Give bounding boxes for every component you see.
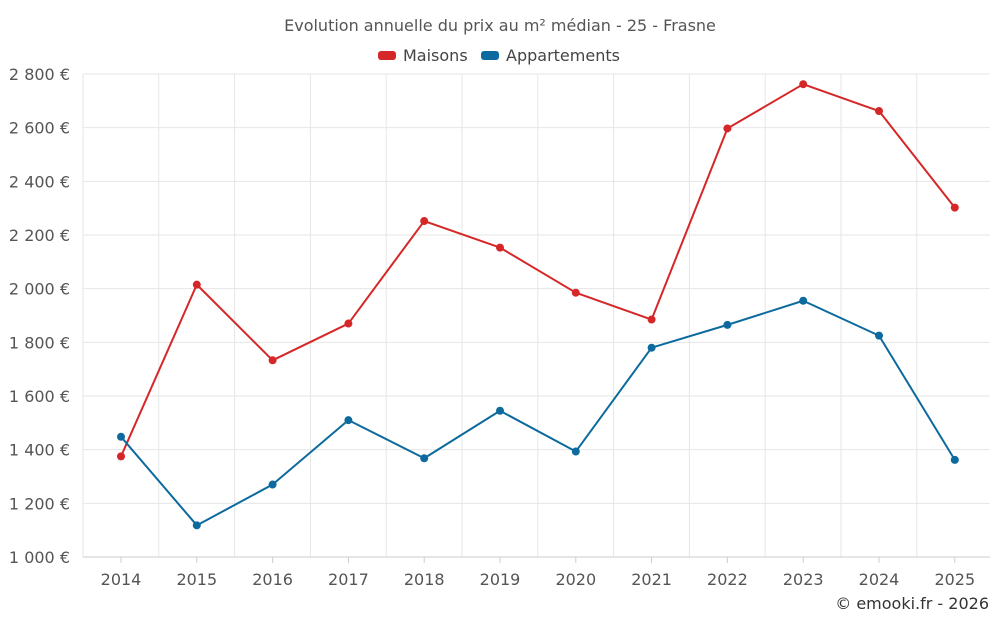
x-tick-label: 2018 — [404, 570, 445, 589]
data-point-maisons[interactable] — [723, 124, 732, 133]
legend-label-maisons: Maisons — [403, 46, 468, 65]
data-point-appartements[interactable] — [420, 454, 429, 463]
axes: 1 000 € 1 200 € 1 400 € 1 600 € 1 800 € 2 000… — [9, 65, 990, 589]
data-point-maisons[interactable] — [950, 203, 959, 212]
legend-swatch-appartements — [481, 51, 499, 60]
x-tick-label: 2017 — [328, 570, 369, 589]
data-point-appartements[interactable] — [496, 406, 504, 415]
data-point-maisons[interactable] — [344, 319, 353, 328]
y-tick-label: 2 000 € — [9, 280, 70, 299]
data-point-appartements[interactable] — [571, 447, 580, 456]
x-tick-label: 2023 — [783, 570, 824, 589]
x-tick-label: 2022 — [707, 570, 748, 589]
y-tick-label: 2 600 € — [9, 119, 70, 138]
data-point-appartements[interactable] — [723, 320, 732, 329]
series-layer — [117, 80, 959, 530]
x-tick-label: 2025 — [934, 570, 975, 589]
x-tick-label: 2021 — [631, 570, 672, 589]
legend-swatch-maisons — [378, 51, 396, 60]
data-point-maisons[interactable] — [799, 80, 808, 89]
series-line-appartements — [120, 299, 956, 527]
data-point-appartements[interactable] — [647, 343, 656, 352]
data-point-maisons[interactable] — [192, 280, 201, 289]
x-tick-label: 2016 — [252, 570, 293, 589]
data-point-maisons[interactable] — [571, 288, 580, 297]
data-point-appartements[interactable] — [950, 455, 959, 464]
y-tick-label: 2 800 € — [9, 65, 70, 84]
legend-item-maisons[interactable]: Maisons — [378, 46, 468, 65]
data-point-appartements[interactable] — [117, 432, 125, 441]
y-tick-label: 2 200 € — [9, 226, 70, 245]
data-point-maisons[interactable] — [875, 107, 883, 116]
data-point-appartements[interactable] — [192, 521, 201, 530]
chart-title: Evolution annuelle du prix au m² médian … — [284, 16, 716, 35]
y-tick-label: 1 400 € — [9, 441, 70, 460]
data-point-appartements[interactable] — [344, 416, 353, 425]
x-tick-label: 2020 — [555, 570, 596, 589]
y-tick-label: 1 200 € — [9, 494, 70, 513]
data-point-maisons[interactable] — [496, 243, 504, 252]
y-tick-label: 1 000 € — [9, 548, 70, 567]
y-tick-label: 2 400 € — [9, 172, 70, 191]
data-point-maisons[interactable] — [117, 452, 125, 461]
data-point-appartements[interactable] — [799, 296, 808, 305]
credit-text: © emooki.fr - 2026 — [835, 594, 989, 613]
x-tick-label: 2019 — [480, 570, 521, 589]
data-point-maisons[interactable] — [268, 356, 277, 365]
data-point-appartements[interactable] — [268, 480, 277, 489]
legend-item-appartements[interactable]: Appartements — [481, 46, 620, 65]
legend: Maisons Appartements — [378, 46, 620, 65]
y-tick-label: 1 800 € — [9, 333, 70, 352]
data-point-maisons[interactable] — [420, 217, 429, 226]
data-point-appartements[interactable] — [875, 331, 883, 340]
legend-label-appartements: Appartements — [506, 46, 620, 65]
x-tick-label: 2024 — [859, 570, 900, 589]
data-point-maisons[interactable] — [647, 315, 656, 324]
x-tick-label: 2015 — [176, 570, 217, 589]
x-tick-label: 2014 — [101, 570, 142, 589]
series-line-maisons — [120, 83, 956, 457]
grid — [82, 73, 990, 557]
y-tick-label: 1 600 € — [9, 387, 70, 406]
